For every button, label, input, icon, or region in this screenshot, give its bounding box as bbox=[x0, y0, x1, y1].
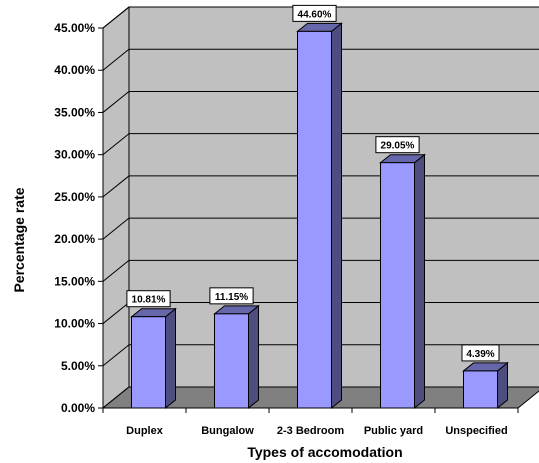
gridline bbox=[102, 133, 539, 156]
bar bbox=[462, 361, 509, 410]
x-axis-title: Types of accomodation bbox=[247, 444, 402, 460]
data-label-box bbox=[375, 136, 420, 154]
y-tick-label: 5.00% bbox=[61, 359, 95, 373]
category-label: Bungalow bbox=[201, 425, 254, 437]
bar-front bbox=[214, 313, 249, 409]
bar-front bbox=[463, 370, 498, 409]
bar bbox=[213, 304, 260, 410]
category-label: Public yard bbox=[364, 425, 423, 437]
gridline bbox=[102, 48, 539, 71]
data-label: 10.81% bbox=[132, 295, 166, 306]
gridline bbox=[102, 6, 539, 29]
y-tick-label: 40.00% bbox=[54, 63, 95, 77]
data-label-box bbox=[461, 344, 500, 362]
y-axis-title: Percentage rate bbox=[11, 187, 27, 292]
data-label-box bbox=[126, 290, 171, 308]
category-label: 2-3 Bedroom bbox=[277, 425, 344, 437]
y-tick-labels: 0.00% 5.00% 10.00% 15.00% 20.00% 25.00% 30.00%… bbox=[54, 21, 95, 415]
y-tick-label: 0.00% bbox=[61, 401, 95, 415]
bar-front bbox=[131, 316, 166, 409]
bar-side bbox=[248, 304, 259, 410]
bar-side bbox=[331, 22, 342, 410]
bars bbox=[130, 22, 509, 410]
y-tick-label: 20.00% bbox=[54, 232, 95, 246]
y-tick-label: 30.00% bbox=[54, 148, 95, 162]
bar bbox=[130, 307, 177, 410]
category-label: Unspecified bbox=[445, 425, 507, 437]
data-label: 29.05% bbox=[381, 141, 415, 152]
data-label: 44.60% bbox=[298, 9, 332, 20]
y-tick-label: 25.00% bbox=[54, 190, 95, 204]
category-label: Duplex bbox=[126, 425, 164, 437]
data-label: 4.39% bbox=[466, 349, 494, 360]
data-label-box bbox=[292, 4, 337, 22]
bar bbox=[379, 153, 426, 410]
data-label-box bbox=[209, 287, 254, 305]
bar bbox=[296, 22, 343, 410]
data-labels: 10.81% 11.15% 44.60% 29.05% 4.39% bbox=[126, 4, 500, 362]
bar-front bbox=[297, 30, 332, 409]
bar-side bbox=[165, 307, 176, 410]
data-label: 11.15% bbox=[215, 292, 248, 303]
y-tick-label: 10.00% bbox=[54, 317, 95, 331]
bar-side bbox=[414, 153, 425, 410]
y-tick-label: 15.00% bbox=[54, 274, 95, 288]
gridline bbox=[102, 90, 539, 113]
bar-front bbox=[380, 162, 415, 409]
y-tick-label: 35.00% bbox=[54, 105, 95, 119]
category-labels: Duplex Bungalow 2-3 Bedroom Public yard Unsp… bbox=[126, 425, 508, 437]
y-tick-label: 45.00% bbox=[54, 21, 95, 35]
